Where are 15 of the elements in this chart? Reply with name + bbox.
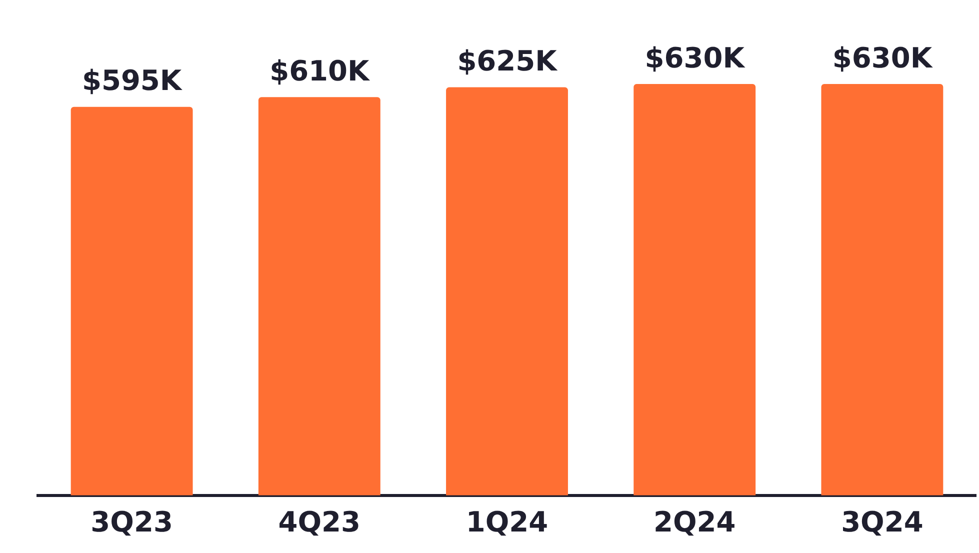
data-label: $595K — [82, 64, 183, 98]
x-tick-label: 2Q24 — [653, 505, 736, 538]
bar — [821, 84, 944, 496]
data-label: $630K — [832, 41, 934, 74]
bar — [258, 97, 380, 496]
bar — [634, 84, 756, 496]
data-label: $610K — [270, 54, 371, 88]
data-label: $625K — [457, 44, 558, 78]
x-tick-label: 4Q23 — [278, 505, 361, 538]
x-tick-label: 3Q24 — [841, 505, 924, 538]
bar — [70, 106, 193, 496]
data-label: $630K — [644, 41, 746, 74]
bar — [446, 87, 568, 496]
x-tick-label: 1Q24 — [466, 505, 548, 538]
x-tick-label: 3Q23 — [90, 505, 173, 538]
